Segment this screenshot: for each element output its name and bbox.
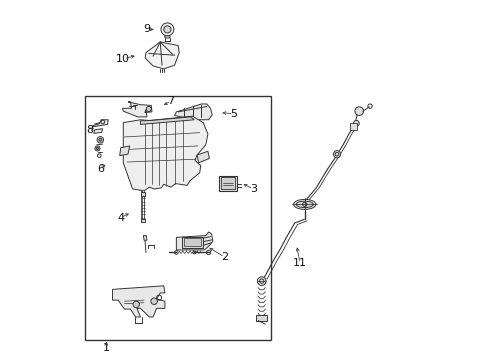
Bar xyxy=(256,315,266,320)
Polygon shape xyxy=(174,104,212,120)
Text: 10: 10 xyxy=(116,54,130,64)
Bar xyxy=(183,238,201,246)
Text: 1: 1 xyxy=(103,343,110,353)
Bar xyxy=(219,176,236,191)
Circle shape xyxy=(353,121,359,126)
Polygon shape xyxy=(176,232,212,250)
Text: 8: 8 xyxy=(86,125,93,135)
Text: 7: 7 xyxy=(167,96,174,106)
Polygon shape xyxy=(92,120,108,127)
Bar xyxy=(140,220,144,222)
Bar xyxy=(85,96,271,339)
Polygon shape xyxy=(164,36,170,38)
Polygon shape xyxy=(140,117,194,125)
Circle shape xyxy=(99,138,102,141)
Circle shape xyxy=(333,150,340,158)
Circle shape xyxy=(257,277,265,285)
Bar xyxy=(140,192,144,196)
Text: 6: 6 xyxy=(97,164,103,174)
Polygon shape xyxy=(112,286,164,317)
Ellipse shape xyxy=(293,199,315,210)
Polygon shape xyxy=(197,151,209,163)
Circle shape xyxy=(96,147,99,149)
Circle shape xyxy=(133,301,139,308)
Ellipse shape xyxy=(296,201,313,208)
Circle shape xyxy=(146,107,151,112)
Bar xyxy=(221,177,234,189)
Bar xyxy=(349,123,357,130)
Circle shape xyxy=(354,107,363,116)
Circle shape xyxy=(151,298,157,305)
Circle shape xyxy=(95,146,100,151)
Polygon shape xyxy=(145,42,179,69)
Circle shape xyxy=(97,136,103,143)
Text: 4: 4 xyxy=(117,213,124,222)
Text: 2: 2 xyxy=(221,252,228,262)
Bar xyxy=(182,237,203,248)
Polygon shape xyxy=(94,129,102,134)
Circle shape xyxy=(161,23,174,36)
Ellipse shape xyxy=(302,202,306,207)
Text: 11: 11 xyxy=(292,258,306,268)
Polygon shape xyxy=(123,116,207,191)
Polygon shape xyxy=(143,235,147,240)
Text: 3: 3 xyxy=(249,184,256,194)
Polygon shape xyxy=(120,146,129,156)
Polygon shape xyxy=(122,102,152,117)
Text: 5: 5 xyxy=(230,109,237,119)
Circle shape xyxy=(163,26,171,33)
Text: 9: 9 xyxy=(143,24,150,35)
